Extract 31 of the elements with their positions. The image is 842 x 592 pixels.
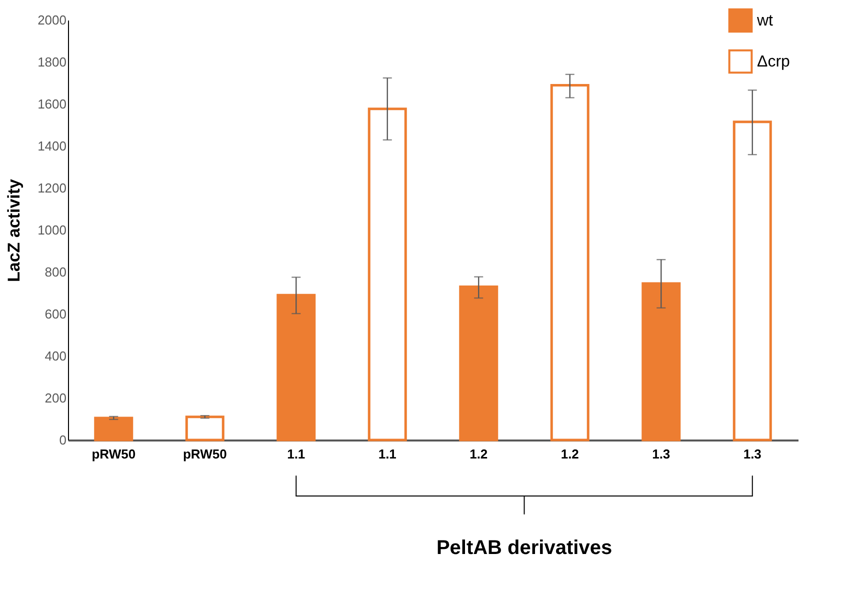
legend-label: Δcrp — [757, 54, 790, 70]
bar — [550, 84, 590, 442]
bar — [185, 416, 224, 442]
y-tick-label: 200 — [44, 390, 66, 406]
x-axis-title: PeltAB derivatives — [436, 537, 612, 559]
bar — [642, 282, 681, 442]
x-tick-label: 1.2 — [470, 446, 488, 462]
bar — [732, 120, 772, 442]
bar — [368, 108, 407, 442]
y-tick-label: 0 — [59, 432, 66, 448]
x-tick-label: 1.1 — [287, 446, 306, 462]
y-axis-title: LacZ activity — [4, 178, 24, 282]
x-tick-label: 1.3 — [743, 446, 762, 462]
y-tick-label: 1000 — [38, 222, 66, 238]
bar — [276, 294, 316, 442]
y-tick-label: 600 — [44, 306, 66, 322]
x-tick-label: pRW50 — [92, 446, 136, 462]
bar — [459, 285, 498, 442]
x-tick-label: pRW50 — [182, 446, 227, 462]
y-tick-label: 2000 — [38, 12, 66, 28]
x-tick-label: 1.1 — [378, 446, 396, 462]
x-tick-label: 1.2 — [560, 446, 579, 462]
y-tick-label: 1400 — [38, 138, 66, 154]
y-tick-label: 1800 — [38, 54, 66, 70]
y-tick-label: 1200 — [38, 180, 66, 196]
legend-label: wt — [756, 12, 774, 30]
bar — [94, 416, 134, 442]
y-tick-label: 800 — [44, 264, 66, 280]
y-tick-label: 1600 — [38, 96, 66, 112]
y-tick-label: 400 — [44, 348, 66, 364]
x-tick-label: 1.3 — [652, 446, 670, 462]
